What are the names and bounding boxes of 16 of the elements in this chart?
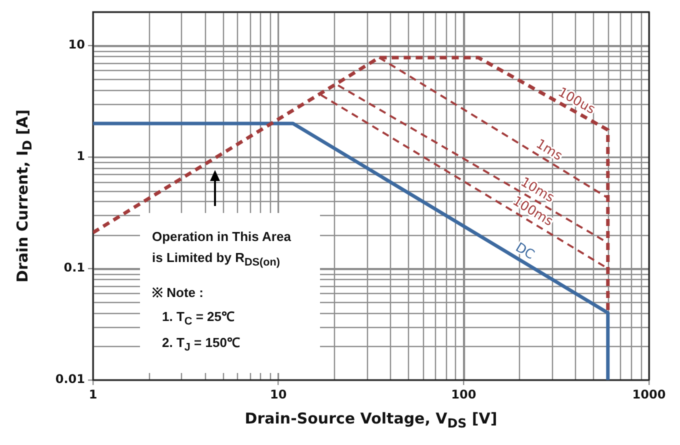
text: DC bbox=[512, 240, 537, 263]
annotation: is Limited by R$_{DS(on)}$ bbox=[152, 250, 281, 269]
x-tick-label: 1000 bbox=[632, 387, 666, 402]
annotation: 2. T$_{J}$ = 150℃ bbox=[161, 334, 241, 354]
x-axis-title: Drain-Source Voltage, V$_{DS}$ [V] bbox=[244, 410, 498, 430]
annotation: 1. T$_{C}$ = 25℃ bbox=[161, 308, 236, 328]
y-tick-label: 0.1 bbox=[64, 260, 85, 275]
annotation: ※ Note : bbox=[152, 284, 204, 301]
x-tick-label: 100 bbox=[451, 387, 476, 402]
x-tick-label: 10 bbox=[270, 387, 287, 402]
x-tick-label: 1 bbox=[88, 387, 98, 402]
y-tick-label: 1 bbox=[76, 149, 85, 164]
text: 1ms bbox=[533, 136, 565, 164]
y-tick-label: 0.01 bbox=[55, 372, 85, 386]
annotation: Operation in This Area bbox=[152, 229, 292, 244]
y-tick-label: 10 bbox=[68, 38, 85, 52]
